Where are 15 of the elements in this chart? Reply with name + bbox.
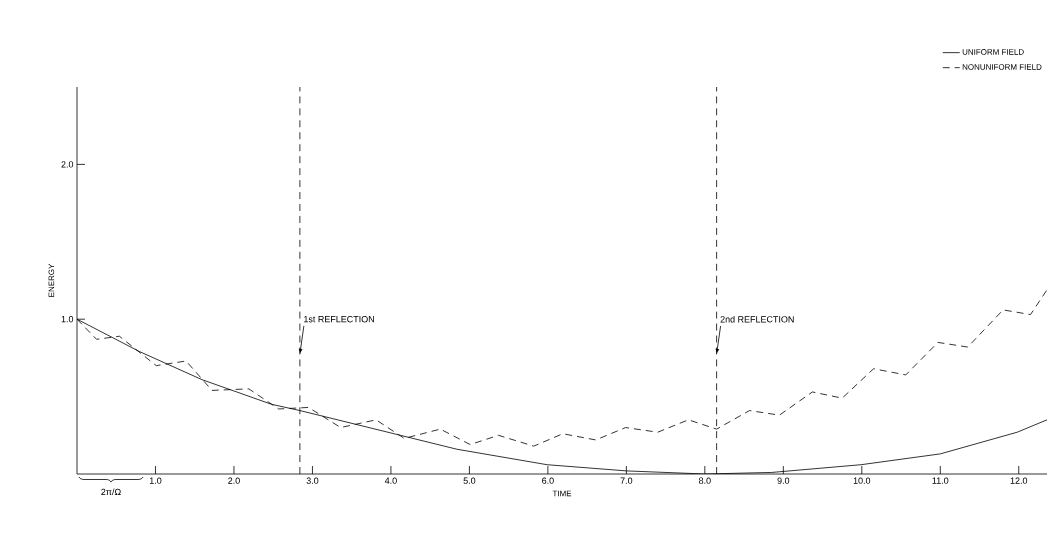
ref-line-label: 1st REFLECTION: [304, 316, 374, 323]
x-tick-label: 1.0: [149, 477, 162, 484]
text: 2π/Ω: [101, 488, 121, 496]
x-tick-label: 8.0: [699, 477, 711, 484]
x-tick-label: 7.0: [620, 477, 633, 484]
x-tick-label: 11.0: [932, 477, 949, 484]
x-tick-label: 3.0: [306, 477, 319, 484]
x-tick-label: 5.0: [463, 477, 476, 484]
x-tick-label: 6.0: [542, 477, 554, 484]
x-tick-label: 2.0: [228, 477, 240, 484]
x-tick-label: 4.0: [384, 477, 397, 484]
ref-line-label: 2nd REFLECTION: [720, 315, 794, 323]
x-tick-label: 9.0: [777, 477, 790, 484]
x-tick-label: 12.0: [1010, 477, 1028, 484]
x-tick-label: 10.0: [853, 477, 871, 484]
